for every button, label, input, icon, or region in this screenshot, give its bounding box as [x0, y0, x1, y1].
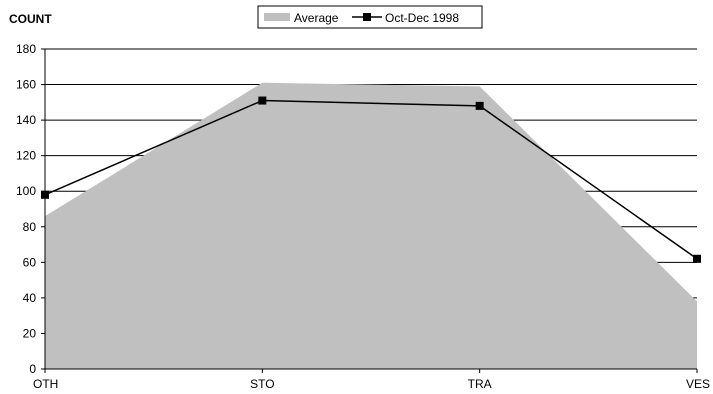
y-tick-label-160: 160 [16, 78, 36, 92]
marker-oct-dec-1998-oth [41, 191, 49, 199]
y-tick-label-120: 120 [16, 149, 36, 163]
x-tick-label-oth: OTH [33, 377, 58, 391]
y-tick-label-60: 60 [23, 255, 37, 269]
marker-oct-dec-1998-tra [476, 102, 484, 110]
marker-oct-dec-1998-ves [693, 255, 701, 263]
x-tick-label-ves: VES [686, 377, 710, 391]
plot-area: 0 20 40 60 80 100 120 140 160 180 OTH STO TRA VES [16, 42, 710, 391]
y-tick-label-80: 80 [23, 220, 37, 234]
area-average [45, 83, 697, 369]
legend: Average Oct-Dec 1998 [258, 6, 482, 28]
legend-label-average: Average [294, 11, 339, 25]
y-tick-label-140: 140 [16, 113, 36, 127]
legend-swatch-average [264, 13, 290, 21]
y-tick-label-0: 0 [29, 362, 36, 376]
y-tick-label-40: 40 [23, 291, 37, 305]
x-tick-label-tra: TRA [468, 377, 492, 391]
y-axis-title: COUNT [9, 12, 52, 26]
marker-oct-dec-1998-sto [258, 97, 266, 105]
y-tick-label-100: 100 [16, 184, 36, 198]
x-tick-label-sto: STO [250, 377, 274, 391]
y-tick-label-180: 180 [16, 42, 36, 56]
y-tick-label-20: 20 [23, 326, 37, 340]
legend-marker-oct-dec-1998 [363, 13, 371, 21]
legend-label-oct-dec-1998: Oct-Dec 1998 [385, 11, 459, 25]
